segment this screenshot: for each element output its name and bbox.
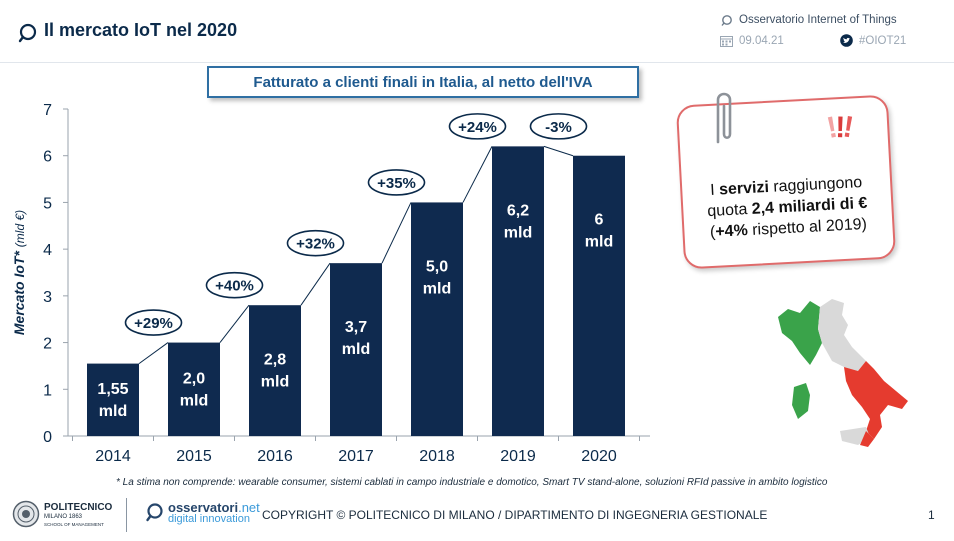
chart-footnote: * La stima non comprende: wearable consu… xyxy=(116,477,828,488)
x-tick-label: 2017 xyxy=(338,448,374,465)
x-tick-label: 2019 xyxy=(500,448,536,465)
bar-value-label: 5,0 xyxy=(426,258,448,275)
bar-value-label: 2,8 xyxy=(264,352,286,369)
growth-connector xyxy=(219,304,250,343)
osservatori-logo-icon xyxy=(18,23,37,43)
bar-2019 xyxy=(492,146,544,436)
growth-badge xyxy=(529,113,588,140)
callout-text-part: rispetto al 2019) xyxy=(747,215,868,240)
paperclip-icon xyxy=(716,92,732,144)
bar-2015 xyxy=(168,342,220,436)
growth-badge xyxy=(448,113,507,140)
osservatori-brand-name: osservatori xyxy=(168,500,239,515)
growth-connector xyxy=(462,146,493,203)
y-tick-label: 3 xyxy=(43,289,52,306)
exclamation-marks: !!! xyxy=(824,110,854,146)
bar-value-label: 3,7 xyxy=(345,319,367,336)
y-tick-label: 6 xyxy=(43,149,52,166)
header-bar: Il mercato IoT nel 2020 Osservatorio Int… xyxy=(0,0,954,63)
osservatori-tagline: digital innovation xyxy=(168,513,250,525)
y-axis-label: Mercato IoT* (mld €) xyxy=(11,210,27,335)
bar-value-label: mld xyxy=(180,392,208,409)
event-date: 09.04.21 xyxy=(739,35,784,47)
footer-divider xyxy=(126,498,127,532)
bar-value-label: 6 xyxy=(595,212,604,229)
bar-value-label: mld xyxy=(585,234,613,251)
osservatori-brand-suffix: .net xyxy=(238,500,260,515)
twitter-icon xyxy=(840,34,853,47)
bar-2016 xyxy=(249,305,301,436)
growth-connector xyxy=(543,145,574,157)
growth-label: +35% xyxy=(377,175,416,192)
bar-value-label: 2,0 xyxy=(183,370,205,387)
bar-value-label: mld xyxy=(504,224,532,241)
x-tick-label: 2014 xyxy=(95,448,131,465)
growth-label: +24% xyxy=(458,119,497,136)
callout-text: I servizi raggiungono quota 2,4 miliardi… xyxy=(692,171,883,244)
bar-value-label: 6,2 xyxy=(507,202,529,219)
osservatori-small-icon xyxy=(721,15,732,26)
osservatori-footer-icon xyxy=(146,503,163,522)
y-tick-label: 1 xyxy=(43,382,52,399)
chart-subtitle: Fatturato a clienti finali in Italia, al… xyxy=(207,66,639,98)
callout-text-part: raggiungono xyxy=(768,174,863,196)
growth-label: +29% xyxy=(134,315,173,332)
bar-value-label: mld xyxy=(342,341,370,358)
calendar-icon xyxy=(720,36,733,47)
politecnico-seal-icon xyxy=(12,500,40,528)
bar-2014 xyxy=(87,363,139,436)
growth-label: +32% xyxy=(296,236,335,253)
y-tick-label: 2 xyxy=(43,336,52,353)
bar-value-label: mld xyxy=(99,403,127,420)
y-tick-label: 5 xyxy=(43,195,52,212)
growth-label: -3% xyxy=(545,119,572,136)
politecnico-subtitle: MILANO 1863 xyxy=(44,514,83,520)
bar-value-label: mld xyxy=(261,374,289,391)
page-number: 1 xyxy=(928,508,935,522)
y-tick-label: 0 xyxy=(43,429,52,446)
x-tick-label: 2016 xyxy=(257,448,293,465)
hashtag: #OIOT21 xyxy=(859,35,907,47)
bar-chart: Mercato IoT* (mld €) 0 1 2 3 4 5 6 7 2014 1,55 mld 2… xyxy=(11,102,650,465)
politecnico-school: SCHOOL OF MANAGEMENT xyxy=(44,522,104,527)
growth-badge xyxy=(367,169,426,196)
copyright-text: COPYRIGHT © POLITECNICO DI MILANO / DIPA… xyxy=(262,508,768,522)
y-tick-label: 7 xyxy=(43,102,52,119)
y-tick-label: 4 xyxy=(43,242,52,259)
x-tick-label: 2015 xyxy=(176,448,212,465)
x-tick-label: 2020 xyxy=(581,448,617,465)
callout-text-part: quota xyxy=(706,200,753,221)
bar-2017 xyxy=(330,263,382,436)
growth-connector xyxy=(300,262,331,306)
callout-highlight-growth: +4% xyxy=(714,222,749,241)
osservatori-brand: osservatori.net xyxy=(168,500,260,515)
bar-2018 xyxy=(411,202,463,436)
growth-badge xyxy=(124,309,183,336)
bar-2020 xyxy=(573,155,625,436)
growth-badge xyxy=(205,271,264,299)
bar-value-label: mld xyxy=(423,280,451,297)
bar-value-label: 1,55 xyxy=(97,381,128,398)
politecnico-name: POLITECNICO xyxy=(44,502,113,513)
italy-map-icon xyxy=(778,299,908,447)
growth-connector xyxy=(138,342,169,364)
callout-highlight-services: servizi xyxy=(718,178,770,199)
footer: POLITECNICO MILANO 1863 SCHOOL OF MANAGE… xyxy=(0,494,954,541)
growth-badge xyxy=(286,229,345,257)
page-title: Il mercato IoT nel 2020 xyxy=(44,20,238,40)
growth-connector xyxy=(381,202,412,264)
growth-label: +40% xyxy=(215,278,254,295)
org-name: Osservatorio Internet of Things xyxy=(739,14,897,26)
x-tick-label: 2018 xyxy=(419,448,455,465)
